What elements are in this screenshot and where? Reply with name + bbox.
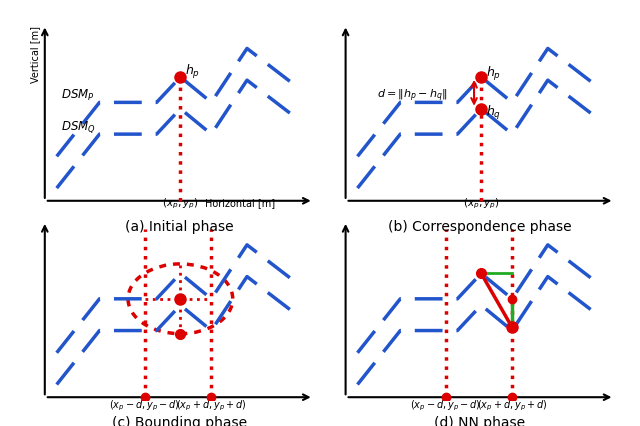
Text: $DSM_Q$: $DSM_Q$ [61, 119, 96, 135]
Text: $(x_p, y_p)$: $(x_p, y_p)$ [162, 196, 198, 211]
Text: $d = \|h_p - h_q\|$: $d = \|h_p - h_q\|$ [376, 88, 447, 104]
Text: $DSM_P$: $DSM_P$ [61, 87, 95, 103]
Text: $(x_p-d, y_p-d)$: $(x_p-d, y_p-d)$ [109, 397, 180, 412]
Text: $(x_p-d, y_p-d)$: $(x_p-d, y_p-d)$ [410, 397, 481, 412]
Text: $(x_p+d, y_p+d)$: $(x_p+d, y_p+d)$ [477, 397, 548, 412]
Text: Vertical [m]: Vertical [m] [30, 26, 40, 83]
Text: $h_p$: $h_p$ [486, 64, 501, 82]
Text: $h_q$: $h_q$ [486, 104, 501, 122]
Text: Horizontal [m]: Horizontal [m] [205, 198, 276, 208]
Text: $(x_p+d, y_p+d)$: $(x_p+d, y_p+d)$ [176, 397, 247, 412]
Text: $h_p$: $h_p$ [185, 63, 200, 81]
Text: $(x_p, y_p)$: $(x_p, y_p)$ [463, 196, 499, 211]
Text: (d) NN phase: (d) NN phase [435, 415, 525, 426]
Text: (b) Correspondence phase: (b) Correspondence phase [388, 219, 572, 233]
Text: (c) Bounding phase: (c) Bounding phase [111, 415, 247, 426]
Text: (a) Initial phase: (a) Initial phase [125, 219, 234, 233]
